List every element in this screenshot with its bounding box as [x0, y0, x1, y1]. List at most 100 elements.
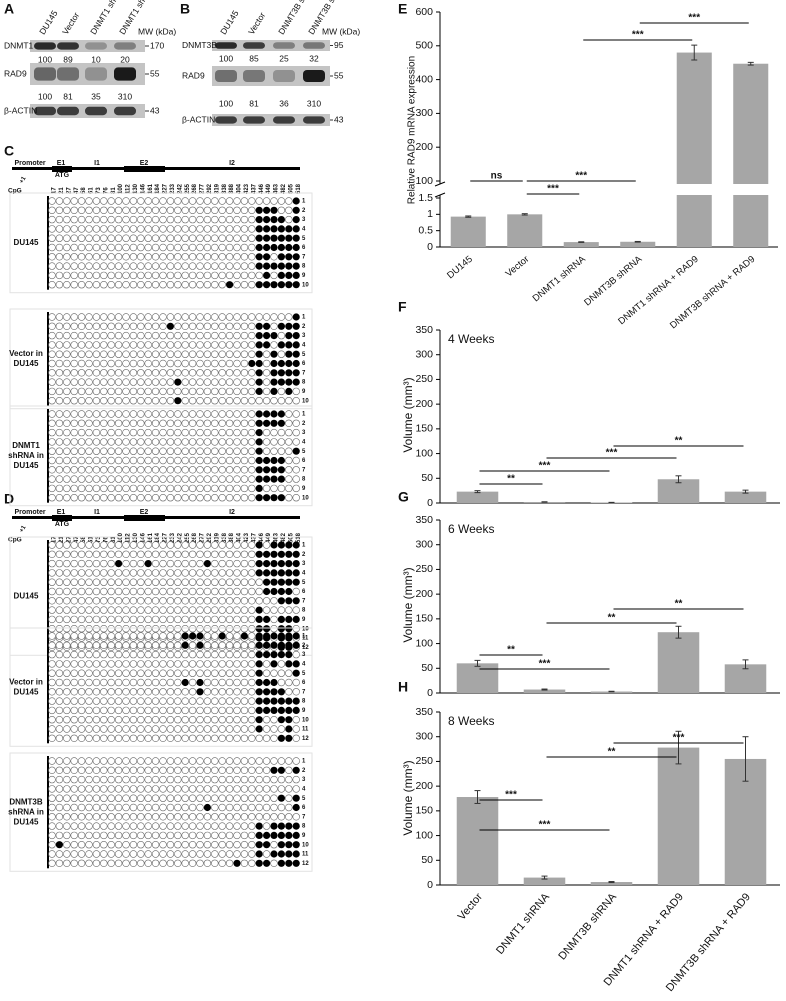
cpg-unmethylated [240, 587, 249, 596]
x-tick-label: Vector [456, 891, 485, 923]
cpg-unmethylated [151, 725, 160, 733]
cpg-unmethylated [77, 822, 86, 830]
cpg-unmethylated [92, 550, 101, 558]
cpg-methylated [285, 332, 293, 340]
cpg-site: 404 [237, 183, 243, 194]
cpg-unmethylated [159, 225, 167, 233]
panel-letter: B [180, 1, 190, 17]
cpg-unmethylated [166, 734, 175, 742]
cpg-unmethylated [122, 438, 130, 446]
cpg-unmethylated [129, 197, 138, 205]
y-tick-label: 300 [415, 730, 433, 742]
cpg-unmethylated [122, 350, 130, 358]
cpg-unmethylated [225, 494, 234, 502]
cpg-unmethylated [174, 669, 182, 677]
cpg-unmethylated [203, 632, 212, 640]
cpg-unmethylated [122, 650, 130, 659]
cpg-unmethylated [55, 350, 64, 358]
cpg-unmethylated [114, 341, 123, 349]
cpg-unmethylated [63, 624, 71, 633]
cpg-methylated [285, 734, 293, 742]
cpg-methylated [255, 859, 263, 867]
cpg-unmethylated [233, 397, 241, 405]
cpg-unmethylated [240, 359, 249, 368]
cpg-unmethylated [144, 438, 152, 446]
cpg-unmethylated [277, 660, 286, 668]
cpg-unmethylated [203, 410, 212, 418]
cpg-unmethylated [129, 587, 138, 596]
cpg-unmethylated [48, 615, 56, 624]
cpg-unmethylated [129, 734, 138, 742]
cpg-unmethylated [144, 859, 152, 867]
cpg-unmethylated [107, 322, 115, 330]
cpg-unmethylated [144, 387, 152, 396]
cpg-unmethylated [225, 322, 234, 330]
cpg-unmethylated [77, 271, 86, 280]
blot-row-label: DNMT3B [182, 40, 217, 50]
cpg-unmethylated [196, 624, 204, 633]
cpg-unmethylated [92, 697, 101, 705]
cpg-unmethylated [122, 850, 130, 858]
cpg-methylated [248, 359, 256, 368]
cpg-unmethylated [114, 494, 123, 502]
cpg-unmethylated [174, 225, 182, 233]
cpg-unmethylated [107, 428, 115, 437]
cpg-unmethylated [100, 587, 108, 596]
cpg-unmethylated [107, 397, 115, 405]
cpg-unmethylated [233, 378, 241, 386]
cpg-unmethylated [233, 206, 241, 215]
cpg-unmethylated [137, 678, 145, 687]
row-number: 9 [302, 617, 306, 623]
cpg-methylated [285, 578, 293, 586]
cpg-unmethylated [240, 331, 249, 340]
cpg-unmethylated [211, 697, 219, 705]
cpg-unmethylated [70, 688, 78, 696]
cpg-methylated [277, 225, 285, 233]
region-label: E2 [140, 160, 149, 167]
cpg-unmethylated [181, 734, 189, 742]
region-label: E2 [140, 509, 149, 516]
panel-letter: G [398, 489, 409, 505]
cpg-unmethylated [137, 359, 145, 368]
cpg-unmethylated [262, 734, 271, 742]
cpg-unmethylated [85, 757, 93, 765]
blot-band [215, 116, 237, 124]
band-level: 20 [120, 54, 130, 64]
cpg-unmethylated [292, 466, 300, 474]
cpg-unmethylated [233, 734, 241, 742]
cpg-unmethylated [277, 669, 286, 677]
cpg-methylated [255, 387, 263, 395]
cpg-unmethylated [107, 632, 115, 640]
cpg-unmethylated [248, 206, 256, 215]
cpg-site: 437 [251, 183, 257, 194]
cpg-site: 242 [177, 532, 183, 543]
cpg-unmethylated [63, 243, 71, 252]
row-number: 8 [302, 699, 306, 705]
cpg-unmethylated [240, 734, 249, 742]
cpg-unmethylated [248, 840, 256, 849]
cpg-unmethylated [166, 253, 175, 261]
cpg-unmethylated [203, 578, 212, 586]
cpg-unmethylated [277, 331, 286, 340]
cpg-unmethylated [48, 253, 56, 261]
y-tick-label: 100 [415, 447, 433, 459]
cpg-methylated [55, 841, 64, 849]
cpg-unmethylated [107, 350, 115, 358]
cpg-unmethylated [129, 822, 138, 830]
cpg-methylated [285, 706, 293, 715]
cpg-unmethylated [292, 456, 300, 465]
row-number: 9 [302, 708, 306, 714]
cpg-unmethylated [262, 313, 271, 321]
cpg-unmethylated [85, 785, 93, 793]
group-label: DNMT3B [9, 797, 43, 806]
cpg-unmethylated [55, 541, 64, 549]
cpg-methylated [270, 410, 278, 418]
cpg-unmethylated [100, 341, 108, 349]
cpg-methylated [255, 234, 263, 242]
group-label: DNMT1 [12, 441, 40, 450]
cpg-unmethylated [137, 615, 145, 624]
cpg-unmethylated [188, 688, 197, 696]
cpg-unmethylated [107, 706, 115, 715]
cpg-unmethylated [63, 331, 71, 340]
cpg-unmethylated [122, 803, 130, 812]
